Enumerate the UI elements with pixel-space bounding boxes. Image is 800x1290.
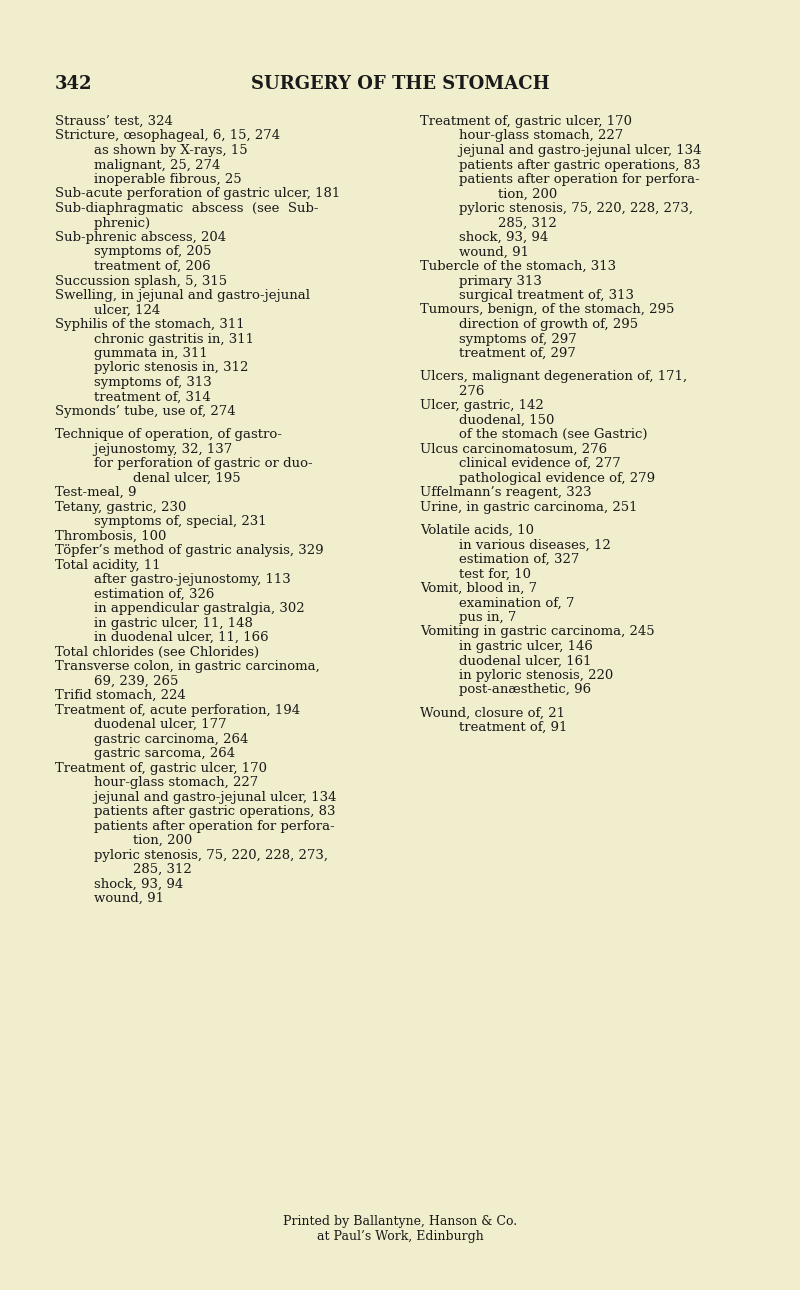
Text: estimation of, 327: estimation of, 327 bbox=[442, 553, 579, 566]
Text: wound, 91: wound, 91 bbox=[77, 893, 164, 906]
Text: Tetany, gastric, 230: Tetany, gastric, 230 bbox=[55, 501, 186, 513]
Text: Volatile acids, 10: Volatile acids, 10 bbox=[420, 524, 534, 537]
Text: Uffelmann’s reagent, 323: Uffelmann’s reagent, 323 bbox=[420, 486, 592, 499]
Text: surgical treatment of, 313: surgical treatment of, 313 bbox=[442, 289, 634, 302]
Text: post-anæsthetic, 96: post-anæsthetic, 96 bbox=[442, 684, 591, 697]
Text: pathological evidence of, 279: pathological evidence of, 279 bbox=[442, 472, 655, 485]
Text: Vomiting in gastric carcinoma, 245: Vomiting in gastric carcinoma, 245 bbox=[420, 626, 654, 639]
Text: malignant, 25, 274: malignant, 25, 274 bbox=[77, 159, 220, 172]
Text: symptoms of, 297: symptoms of, 297 bbox=[442, 333, 577, 346]
Text: tion, 200: tion, 200 bbox=[464, 187, 558, 200]
Text: Strauss’ test, 324: Strauss’ test, 324 bbox=[55, 115, 173, 128]
Text: treatment of, 314: treatment of, 314 bbox=[77, 391, 210, 404]
Text: in various diseases, 12: in various diseases, 12 bbox=[442, 538, 610, 551]
Text: Symonds’ tube, use of, 274: Symonds’ tube, use of, 274 bbox=[55, 405, 236, 418]
Text: SURGERY OF THE STOMACH: SURGERY OF THE STOMACH bbox=[250, 75, 550, 93]
Text: Töpfer’s method of gastric analysis, 329: Töpfer’s method of gastric analysis, 329 bbox=[55, 544, 324, 557]
Text: duodenal ulcer, 161: duodenal ulcer, 161 bbox=[442, 654, 591, 667]
Text: examination of, 7: examination of, 7 bbox=[442, 596, 574, 609]
Text: Tumours, benign, of the stomach, 295: Tumours, benign, of the stomach, 295 bbox=[420, 303, 674, 316]
Text: Succussion splash, 5, 315: Succussion splash, 5, 315 bbox=[55, 275, 227, 288]
Text: tion, 200: tion, 200 bbox=[99, 835, 192, 848]
Text: Total acidity, 11: Total acidity, 11 bbox=[55, 559, 161, 571]
Text: patients after operation for perfora-: patients after operation for perfora- bbox=[442, 173, 700, 186]
Text: Treatment of, acute perforation, 194: Treatment of, acute perforation, 194 bbox=[55, 704, 300, 717]
Text: Test-meal, 9: Test-meal, 9 bbox=[55, 486, 137, 499]
Text: 342: 342 bbox=[55, 75, 93, 93]
Text: symptoms of, 205: symptoms of, 205 bbox=[77, 245, 211, 258]
Text: phrenic): phrenic) bbox=[77, 217, 150, 230]
Text: Stricture, œsophageal, 6, 15, 274: Stricture, œsophageal, 6, 15, 274 bbox=[55, 129, 280, 142]
Text: wound, 91: wound, 91 bbox=[442, 245, 529, 258]
Text: treatment of, 297: treatment of, 297 bbox=[442, 347, 576, 360]
Text: shock, 93, 94: shock, 93, 94 bbox=[77, 877, 183, 890]
Text: Trifid stomach, 224: Trifid stomach, 224 bbox=[55, 689, 186, 702]
Text: Sub-diaphragmatic  abscess  (see  Sub-: Sub-diaphragmatic abscess (see Sub- bbox=[55, 203, 318, 215]
Text: pyloric stenosis in, 312: pyloric stenosis in, 312 bbox=[77, 361, 248, 374]
Text: Treatment of, gastric ulcer, 170: Treatment of, gastric ulcer, 170 bbox=[420, 115, 632, 128]
Text: duodenal, 150: duodenal, 150 bbox=[442, 414, 554, 427]
Text: Tubercle of the stomach, 313: Tubercle of the stomach, 313 bbox=[420, 261, 616, 273]
Text: test for, 10: test for, 10 bbox=[442, 568, 531, 580]
Text: 285, 312: 285, 312 bbox=[99, 863, 192, 876]
Text: patients after gastric operations, 83: patients after gastric operations, 83 bbox=[442, 159, 701, 172]
Text: Ulcers, malignant degeneration of, 171,: Ulcers, malignant degeneration of, 171, bbox=[420, 370, 687, 383]
Text: 69, 239, 265: 69, 239, 265 bbox=[77, 675, 178, 688]
Text: symptoms of, special, 231: symptoms of, special, 231 bbox=[77, 515, 266, 528]
Text: of the stomach (see Gastric): of the stomach (see Gastric) bbox=[442, 428, 647, 441]
Text: primary 313: primary 313 bbox=[442, 275, 542, 288]
Text: Printed by Ballantyne, Hanson & Co.: Printed by Ballantyne, Hanson & Co. bbox=[283, 1215, 517, 1228]
Text: jejunal and gastro-jejunal ulcer, 134: jejunal and gastro-jejunal ulcer, 134 bbox=[442, 144, 702, 157]
Text: Vomit, blood in, 7: Vomit, blood in, 7 bbox=[420, 582, 537, 595]
Text: Ulcer, gastric, 142: Ulcer, gastric, 142 bbox=[420, 399, 544, 413]
Text: pus in, 7: pus in, 7 bbox=[442, 611, 516, 624]
Text: hour-glass stomach, 227: hour-glass stomach, 227 bbox=[77, 777, 258, 789]
Text: jejunostomy, 32, 137: jejunostomy, 32, 137 bbox=[77, 442, 232, 455]
Text: Ulcus carcinomatosum, 276: Ulcus carcinomatosum, 276 bbox=[420, 442, 607, 455]
Text: estimation of, 326: estimation of, 326 bbox=[77, 588, 214, 601]
Text: gastric sarcoma, 264: gastric sarcoma, 264 bbox=[77, 747, 235, 760]
Text: Swelling, in jejunal and gastro-jejunal: Swelling, in jejunal and gastro-jejunal bbox=[55, 289, 310, 302]
Text: gummata in, 311: gummata in, 311 bbox=[77, 347, 208, 360]
Text: treatment of, 206: treatment of, 206 bbox=[77, 261, 210, 273]
Text: Thrombosis, 100: Thrombosis, 100 bbox=[55, 530, 166, 543]
Text: Sub-acute perforation of gastric ulcer, 181: Sub-acute perforation of gastric ulcer, … bbox=[55, 187, 340, 200]
Text: Total chlorides (see Chlorides): Total chlorides (see Chlorides) bbox=[55, 646, 259, 659]
Text: Urine, in gastric carcinoma, 251: Urine, in gastric carcinoma, 251 bbox=[420, 501, 638, 513]
Text: in gastric ulcer, 11, 148: in gastric ulcer, 11, 148 bbox=[77, 617, 253, 630]
Text: Sub-phrenic abscess, 204: Sub-phrenic abscess, 204 bbox=[55, 231, 226, 244]
Text: denal ulcer, 195: denal ulcer, 195 bbox=[99, 472, 241, 485]
Text: 285, 312: 285, 312 bbox=[464, 217, 557, 230]
Text: pyloric stenosis, 75, 220, 228, 273,: pyloric stenosis, 75, 220, 228, 273, bbox=[77, 849, 328, 862]
Text: chronic gastritis in, 311: chronic gastritis in, 311 bbox=[77, 333, 254, 346]
Text: Transverse colon, in gastric carcinoma,: Transverse colon, in gastric carcinoma, bbox=[55, 660, 320, 673]
Text: patients after operation for perfora-: patients after operation for perfora- bbox=[77, 819, 334, 833]
Text: direction of growth of, 295: direction of growth of, 295 bbox=[442, 319, 638, 332]
Text: in pyloric stenosis, 220: in pyloric stenosis, 220 bbox=[442, 670, 614, 682]
Text: after gastro-jejunostomy, 113: after gastro-jejunostomy, 113 bbox=[77, 573, 290, 586]
Text: in duodenal ulcer, 11, 166: in duodenal ulcer, 11, 166 bbox=[77, 631, 269, 644]
Text: 276: 276 bbox=[442, 384, 484, 397]
Text: in appendicular gastralgia, 302: in appendicular gastralgia, 302 bbox=[77, 602, 305, 615]
Text: ulcer, 124: ulcer, 124 bbox=[77, 303, 160, 316]
Text: jejunal and gastro-jejunal ulcer, 134: jejunal and gastro-jejunal ulcer, 134 bbox=[77, 791, 337, 804]
Text: pyloric stenosis, 75, 220, 228, 273,: pyloric stenosis, 75, 220, 228, 273, bbox=[442, 203, 693, 215]
Text: treatment of, 91: treatment of, 91 bbox=[442, 721, 567, 734]
Text: Technique of operation, of gastro-: Technique of operation, of gastro- bbox=[55, 428, 282, 441]
Text: Syphilis of the stomach, 311: Syphilis of the stomach, 311 bbox=[55, 319, 245, 332]
Text: Wound, closure of, 21: Wound, closure of, 21 bbox=[420, 707, 565, 720]
Text: inoperable fibrous, 25: inoperable fibrous, 25 bbox=[77, 173, 242, 186]
Text: duodenal ulcer, 177: duodenal ulcer, 177 bbox=[77, 719, 226, 731]
Text: hour-glass stomach, 227: hour-glass stomach, 227 bbox=[442, 129, 623, 142]
Text: in gastric ulcer, 146: in gastric ulcer, 146 bbox=[442, 640, 593, 653]
Text: as shown by X-rays, 15: as shown by X-rays, 15 bbox=[77, 144, 248, 157]
Text: patients after gastric operations, 83: patients after gastric operations, 83 bbox=[77, 805, 335, 818]
Text: symptoms of, 313: symptoms of, 313 bbox=[77, 375, 212, 390]
Text: gastric carcinoma, 264: gastric carcinoma, 264 bbox=[77, 733, 248, 746]
Text: shock, 93, 94: shock, 93, 94 bbox=[442, 231, 548, 244]
Text: clinical evidence of, 277: clinical evidence of, 277 bbox=[442, 457, 621, 470]
Text: at Paul’s Work, Edinburgh: at Paul’s Work, Edinburgh bbox=[317, 1229, 483, 1244]
Text: Treatment of, gastric ulcer, 170: Treatment of, gastric ulcer, 170 bbox=[55, 761, 267, 775]
Text: for perforation of gastric or duo-: for perforation of gastric or duo- bbox=[77, 457, 313, 470]
